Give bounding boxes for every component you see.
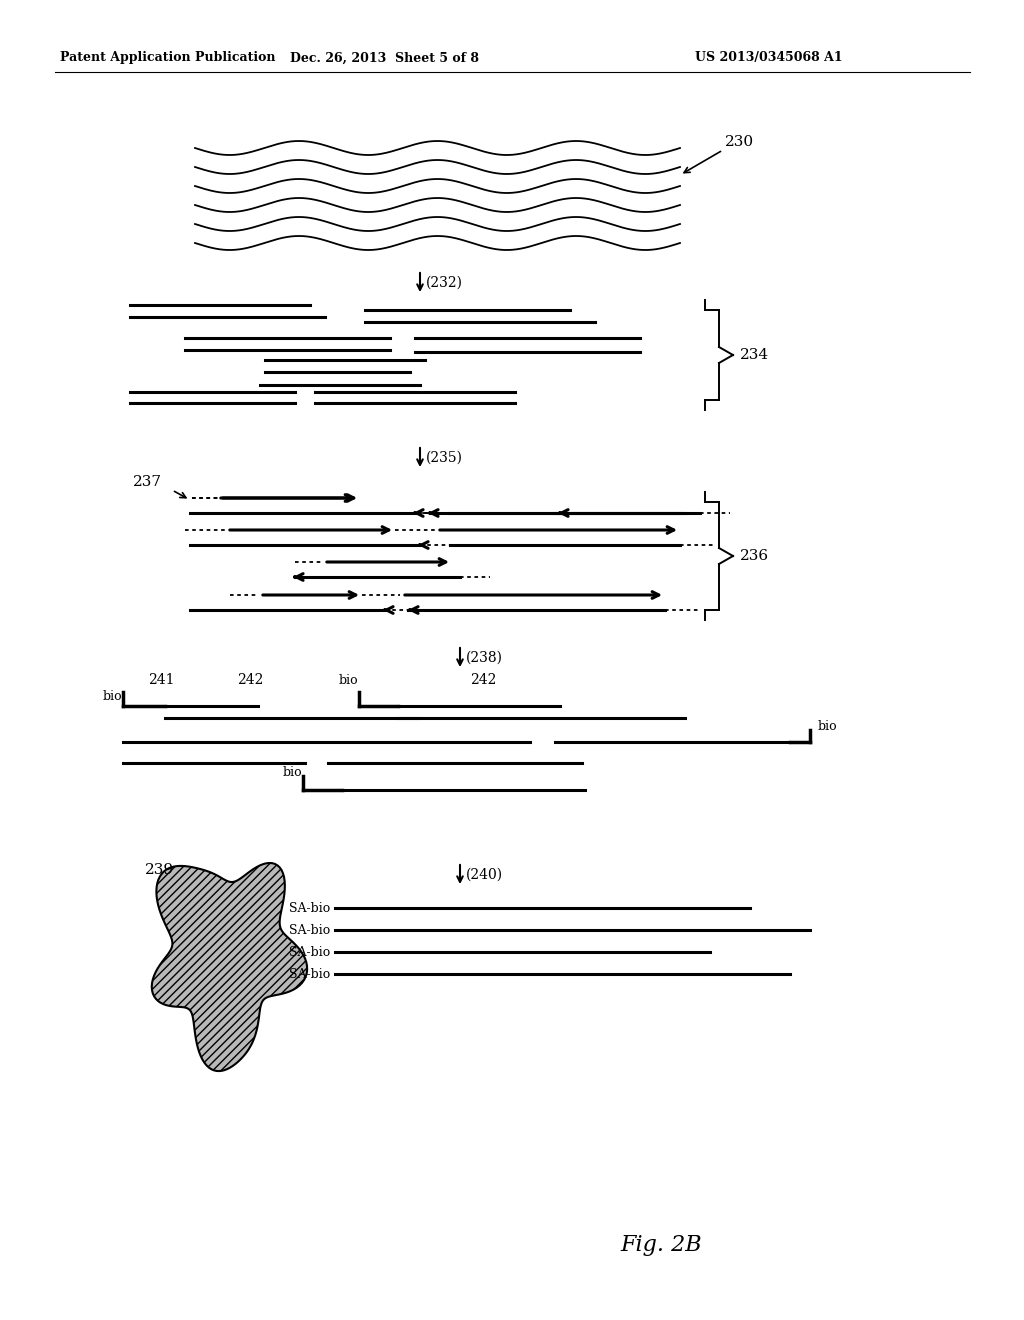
Text: (238): (238) [466, 651, 503, 664]
Text: 237: 237 [133, 475, 162, 488]
Text: Dec. 26, 2013  Sheet 5 of 8: Dec. 26, 2013 Sheet 5 of 8 [291, 51, 479, 65]
Text: 242: 242 [470, 673, 497, 686]
Text: US 2013/0345068 A1: US 2013/0345068 A1 [695, 51, 843, 65]
Text: (240): (240) [466, 867, 503, 882]
Text: bio: bio [102, 690, 122, 704]
Text: 241: 241 [148, 673, 174, 686]
Text: SA-bio: SA-bio [289, 968, 330, 981]
Text: bio: bio [338, 673, 358, 686]
Text: bio: bio [283, 766, 302, 779]
Text: SA-bio: SA-bio [289, 945, 330, 958]
Text: 239: 239 [145, 863, 174, 876]
Text: 230: 230 [725, 135, 754, 149]
Text: (232): (232) [426, 276, 463, 289]
Text: (235): (235) [426, 450, 463, 465]
Text: Fig. 2B: Fig. 2B [620, 1234, 701, 1257]
Text: 234: 234 [740, 348, 769, 362]
Text: bio: bio [818, 721, 838, 734]
Text: Patent Application Publication: Patent Application Publication [60, 51, 275, 65]
Polygon shape [152, 863, 307, 1071]
Text: SA-bio: SA-bio [289, 924, 330, 936]
Text: 236: 236 [740, 549, 769, 564]
Text: SA-bio: SA-bio [289, 902, 330, 915]
Text: 242: 242 [237, 673, 263, 686]
